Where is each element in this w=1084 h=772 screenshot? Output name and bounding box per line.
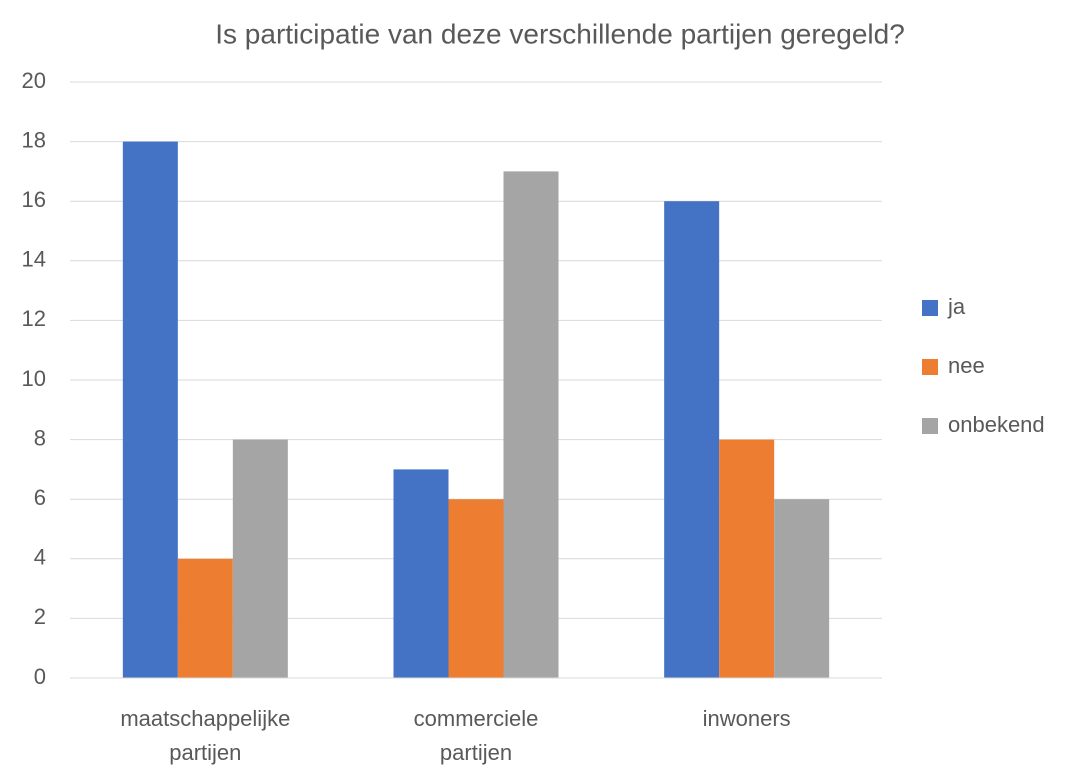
bar (232, 439, 288, 678)
bar (664, 201, 720, 678)
y-tick-label: 6 (34, 485, 46, 510)
y-tick-label: 20 (22, 68, 46, 93)
y-tick-label: 12 (22, 306, 46, 331)
legend-swatch (922, 300, 938, 316)
y-tick-label: 4 (34, 545, 46, 570)
legend-label: onbekend (948, 412, 1045, 437)
bar (774, 499, 830, 678)
x-tick-label: commerciele partijen (414, 706, 539, 765)
y-tick-label: 18 (22, 127, 46, 152)
y-tick-label: 0 (34, 664, 46, 689)
bar (393, 469, 449, 678)
bar (503, 171, 559, 678)
y-tick-label: 8 (34, 425, 46, 450)
legend-swatch (922, 418, 938, 434)
legend-swatch (922, 359, 938, 375)
y-tick-label: 16 (22, 187, 46, 212)
legend-label: nee (948, 353, 985, 378)
bar (448, 499, 504, 678)
chart-title: Is participatie van deze verschillende p… (215, 18, 905, 49)
legend-label: ja (947, 294, 966, 319)
y-tick-label: 10 (22, 366, 46, 391)
x-tick-label: maatschappelijke partijen (120, 706, 290, 765)
bar (719, 439, 775, 678)
y-tick-label: 2 (34, 604, 46, 629)
bar (177, 558, 233, 678)
bar (122, 141, 178, 679)
x-tick-label: inwoners (703, 706, 791, 731)
y-tick-label: 14 (22, 247, 46, 272)
